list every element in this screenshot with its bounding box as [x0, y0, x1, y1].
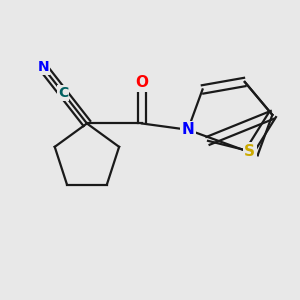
- Text: S: S: [244, 144, 255, 159]
- Text: C: C: [58, 86, 68, 100]
- Text: N: N: [37, 60, 49, 74]
- Text: N: N: [182, 122, 194, 137]
- Text: O: O: [135, 75, 148, 90]
